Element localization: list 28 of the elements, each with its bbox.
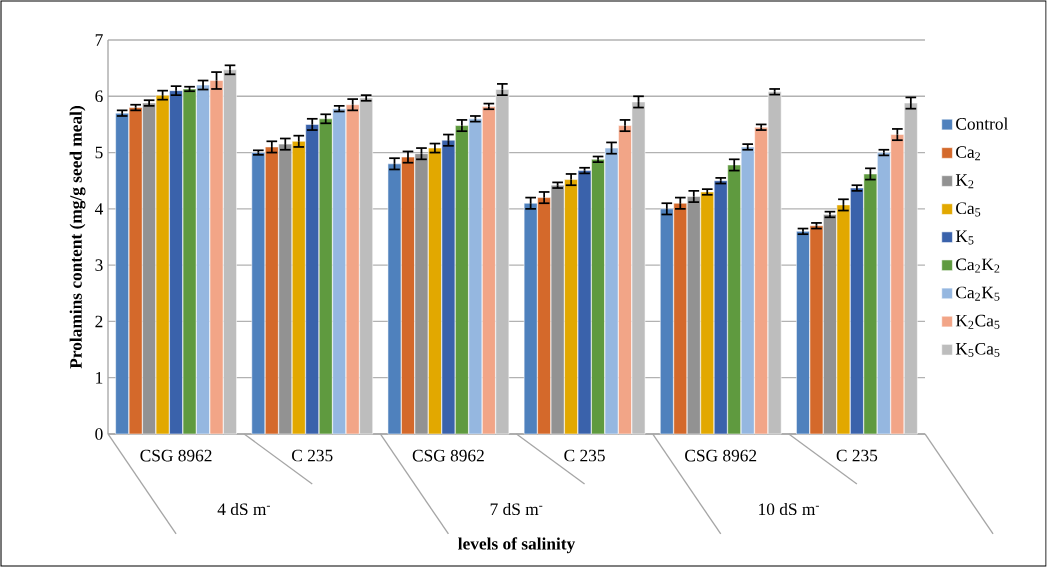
legend-label: K$_{2}$Ca$_{5}$	[955, 314, 1000, 329]
y-axis-title: Prolamins content (mg/g seed meal)	[69, 106, 86, 369]
x-tick-label: C 235	[564, 449, 605, 462]
legend-label: K$_{5}$	[955, 230, 974, 245]
y-tick-label: 2	[95, 315, 103, 328]
text: 10 dS m$^{-}$	[759, 502, 819, 516]
x-tick-label: C 235	[292, 449, 333, 462]
text: 4 dS m$^{-}$	[217, 502, 270, 516]
y-tick-label: 6	[95, 90, 103, 103]
legend-label: K$_{2}$	[955, 174, 974, 189]
legend-label: K$_{5}$Ca$_{5}$	[955, 342, 1000, 358]
legend-label: Ca$_{2}$K$_{2}$	[956, 258, 1000, 273]
x-tick-label: C 235	[836, 449, 878, 462]
x-tick-label: CSG 8962	[412, 449, 484, 462]
legend-label: Ca$_{2}$K$_{5}$	[956, 286, 1000, 301]
y-tick-label: 4	[94, 203, 104, 215]
legend-label: Ca$_{2}$	[956, 146, 981, 161]
text: 7 dS m$^{-}$	[490, 502, 543, 516]
x-tick-label: CSG 8962	[140, 449, 212, 462]
legend-label: Ca$_{5}$	[956, 202, 981, 217]
y-tick-label: 3	[95, 259, 103, 271]
y-tick-label: 5	[95, 146, 103, 159]
y-tick-label: 7	[95, 34, 103, 46]
y-tick-label: 1	[96, 371, 103, 384]
legend-label: Control	[956, 117, 1008, 130]
x-axis-title: levels of salinity	[458, 537, 576, 554]
x-tick-label: CSG 8962	[685, 449, 757, 462]
y-tick-label: 0	[95, 428, 103, 440]
